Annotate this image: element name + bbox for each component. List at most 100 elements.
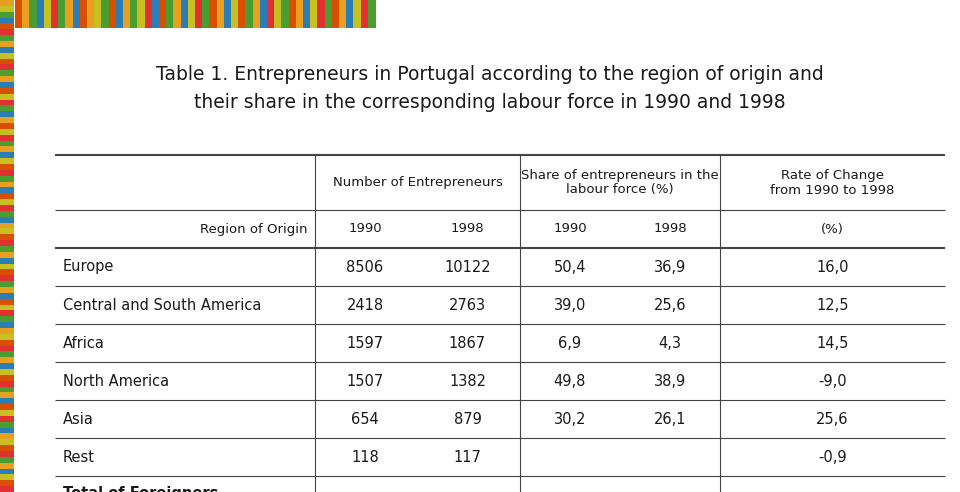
Bar (318, 0, 325, 28)
Bar (0, 135, 14, 141)
Text: Central and South America: Central and South America (63, 298, 261, 312)
Bar (252, 0, 260, 28)
Text: 1597: 1597 (347, 336, 384, 350)
Bar (0, 468, 14, 475)
Bar (87, 0, 95, 28)
Bar (0, 105, 14, 112)
Bar (0, 158, 14, 164)
Bar (0, 393, 14, 399)
Text: 50,4: 50,4 (554, 259, 587, 275)
Bar (0, 351, 14, 358)
Bar (0, 70, 14, 77)
Bar (0, 141, 14, 147)
Text: 118: 118 (351, 450, 379, 464)
Text: 39,0: 39,0 (554, 298, 587, 312)
Bar (0, 404, 14, 410)
Text: 4,3: 4,3 (659, 336, 682, 350)
Bar (0, 357, 14, 364)
Bar (0, 387, 14, 393)
Text: 26,1: 26,1 (654, 411, 686, 427)
Bar (0, 234, 14, 241)
Bar (0, 480, 14, 487)
Bar (0, 339, 14, 346)
Bar (0, 129, 14, 135)
Bar (0, 176, 14, 182)
Text: 49,8: 49,8 (554, 373, 587, 389)
Text: 879: 879 (453, 411, 481, 427)
Text: Share of entrepreneurs in the
labour force (%): Share of entrepreneurs in the labour for… (521, 168, 719, 196)
Bar (0, 240, 14, 246)
Text: Rate of Change
from 1990 to 1998: Rate of Change from 1990 to 1998 (770, 168, 895, 196)
Bar (22, 0, 30, 28)
Text: 16,0: 16,0 (816, 259, 849, 275)
Text: 25,6: 25,6 (816, 411, 849, 427)
Bar (30, 0, 37, 28)
Bar (0, 258, 14, 264)
Bar (0, 316, 14, 323)
Bar (0, 18, 14, 24)
Bar (0, 0, 14, 6)
Bar (159, 0, 167, 28)
Bar (0, 270, 14, 276)
Bar (0, 363, 14, 369)
Bar (80, 0, 87, 28)
Bar (0, 310, 14, 317)
Bar (209, 0, 217, 28)
Bar (152, 0, 159, 28)
Bar (0, 252, 14, 258)
Bar (0, 53, 14, 59)
Bar (0, 322, 14, 329)
Text: 10122: 10122 (444, 259, 491, 275)
Bar (0, 328, 14, 335)
Bar (59, 0, 66, 28)
Bar (145, 0, 153, 28)
Bar (0, 123, 14, 129)
Bar (0, 12, 14, 18)
Bar (246, 0, 253, 28)
Bar (94, 0, 102, 28)
Bar (217, 0, 225, 28)
Bar (0, 164, 14, 170)
Text: 1382: 1382 (449, 373, 486, 389)
Text: 8506: 8506 (347, 259, 384, 275)
Bar (0, 369, 14, 375)
Bar (102, 0, 109, 28)
Bar (0, 486, 14, 492)
Bar (0, 111, 14, 118)
Bar (0, 182, 14, 188)
Bar (0, 293, 14, 299)
Text: North America: North America (63, 373, 169, 389)
Bar (0, 47, 14, 53)
Bar (368, 0, 375, 28)
Bar (303, 0, 311, 28)
Bar (0, 82, 14, 89)
Bar (0, 187, 14, 194)
Bar (0, 264, 14, 270)
Text: 2763: 2763 (449, 298, 486, 312)
Bar (0, 399, 14, 404)
Bar (267, 0, 275, 28)
Bar (123, 0, 131, 28)
Bar (0, 375, 14, 381)
Bar (347, 0, 354, 28)
Text: 30,2: 30,2 (554, 411, 587, 427)
Bar (0, 193, 14, 200)
Bar (310, 0, 318, 28)
Text: Europe: Europe (63, 259, 114, 275)
Bar (281, 0, 289, 28)
Text: 12,5: 12,5 (816, 298, 849, 312)
Bar (0, 64, 14, 71)
Text: Region of Origin: Region of Origin (200, 222, 307, 236)
Bar (0, 99, 14, 106)
Text: 1867: 1867 (449, 336, 486, 350)
Bar (0, 334, 14, 340)
Bar (0, 410, 14, 416)
Bar (0, 222, 14, 229)
Bar (0, 228, 14, 235)
Bar (339, 0, 347, 28)
Text: Rest: Rest (63, 450, 95, 464)
Bar (131, 0, 138, 28)
Bar (0, 276, 14, 281)
Bar (180, 0, 188, 28)
Text: 38,9: 38,9 (654, 373, 686, 389)
